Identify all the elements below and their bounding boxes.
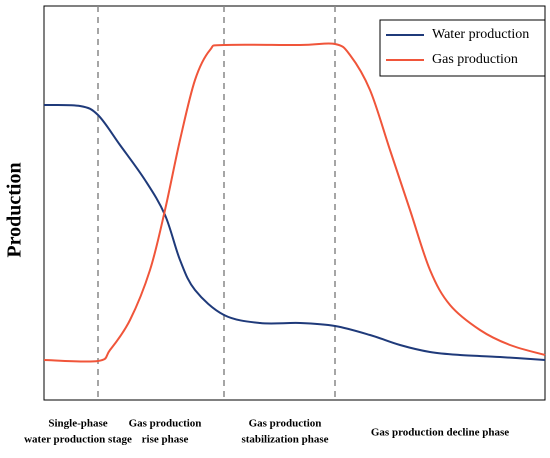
data-line [43, 42, 546, 363]
phase-label: Gas production [249, 418, 322, 430]
phase-label: Single-phase [48, 418, 107, 430]
y-axis-label: Production [4, 162, 26, 257]
phase-label: Gas production [129, 418, 202, 430]
legend-label: Gas production [432, 52, 518, 67]
phase-label: stabilization phase [241, 434, 328, 446]
legend-label: Water production [432, 27, 529, 42]
legend-box [379, 19, 546, 77]
phase-label: rise phase [142, 434, 189, 446]
data-line [43, 103, 546, 361]
phase-label: water production stage [24, 434, 132, 446]
phase-labels: Single-phase water production stage Gas … [24, 418, 509, 446]
plot-frame [43, 5, 546, 401]
phase-label: Gas production decline phase [371, 427, 509, 439]
